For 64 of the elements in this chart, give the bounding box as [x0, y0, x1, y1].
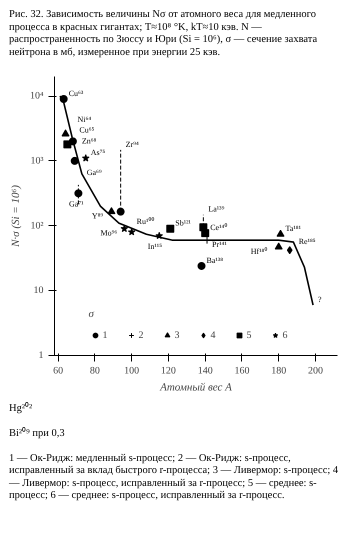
y-tick-label: 1: [38, 350, 44, 362]
annotation: Ga⁷¹: [68, 200, 84, 209]
annotation: In¹¹⁵: [148, 242, 162, 252]
x-tick-label: 120: [160, 366, 176, 377]
legend-title: σ: [88, 308, 96, 320]
y-tick-label: 10⁴: [30, 90, 44, 102]
legend-label: 3: [174, 330, 180, 341]
point: [201, 230, 210, 238]
annotation: La¹³⁹: [208, 205, 225, 214]
point: [74, 190, 82, 198]
annotation: Zr⁹⁴: [126, 140, 139, 150]
annotation: Pr¹⁴¹: [212, 240, 228, 250]
x-axis-title: Атомный вес A: [159, 382, 232, 394]
annotation: Ta¹⁸¹: [286, 224, 302, 234]
annotation: Hf¹⁸⁰: [250, 247, 268, 256]
point: [107, 207, 116, 215]
x-tick-label: 80: [90, 366, 100, 377]
annotation: Y⁸⁹: [92, 212, 104, 221]
point: [63, 140, 72, 149]
annotation: Cu⁶⁵: [79, 126, 94, 135]
annotation: Sb¹²¹: [175, 219, 192, 228]
point: [155, 232, 164, 240]
legend-label: 1: [102, 330, 108, 341]
text: Hg²⁰²: [9, 403, 32, 416]
annotation: Mo⁹⁶: [100, 229, 118, 238]
legend-label: 6: [282, 330, 288, 341]
x-tick-label: 160: [234, 366, 250, 377]
x-tick-label: 180: [271, 366, 286, 377]
point: [276, 230, 285, 238]
annotation: Cu⁶³: [68, 89, 84, 98]
annotation: ?: [318, 295, 322, 304]
legend-label: 4: [210, 330, 216, 341]
point: [120, 225, 128, 232]
chart-title: Рис. 32. Зависимость величины Nσ от атомного веса для медленного процесса в красных гигантах; T≈10⁸ °K, kT≈10 кэв. N — распространенность по Зюссу и Юри (Si = 10⁶), σ — сечение захвата нейтрона в мб, измеренное при энергии 25 кэв.: [9, 9, 318, 60]
annotation: Zn⁶⁸: [82, 136, 97, 146]
y-tick-label: 10²: [30, 220, 44, 232]
y-tick-label: 10: [34, 286, 44, 297]
annotation: Ba¹³⁸: [206, 256, 224, 266]
point: [286, 246, 293, 255]
x-tick-label: 60: [53, 366, 64, 377]
y-tick-label: 10³: [30, 156, 44, 167]
annotation: Ni⁶⁴: [78, 115, 92, 124]
annotation: Re¹⁸⁵: [298, 237, 316, 246]
annotation: Ga⁶⁹: [86, 168, 102, 178]
x-tick-label: 140: [198, 366, 213, 377]
point: [82, 154, 90, 162]
point: [62, 130, 70, 137]
point: [128, 228, 136, 236]
point: [166, 225, 174, 234]
point: [70, 157, 79, 166]
legend-label: 5: [246, 330, 252, 341]
y-axis-title: N·σ (Si = 10⁶): [10, 185, 22, 248]
point: [274, 242, 283, 250]
point: [60, 95, 68, 104]
text: Bi²⁰⁹ при 0,3: [9, 428, 65, 441]
x-tick-label: 200: [308, 366, 323, 377]
x-tick-label: 100: [124, 366, 140, 377]
annotation: Ru¹⁰⁰: [136, 217, 154, 226]
point: [198, 262, 206, 270]
legend-label: 2: [138, 330, 144, 341]
annotation: As⁷⁵: [90, 148, 106, 158]
text: 1 — Ок-Ридж: медленный s-процесс; 2 — Ок-Ридж: s-процесс, исправленный за вклад быстрого r-процесса; 3 — Ливермор: s-процесс; 4 — Ливермор: s-процесс, исправленный за r-процесс; 5 — среднее: s-процесс; 6 — среднее: s-процесс, исправленный за r-процесс.: [9, 452, 339, 503]
point: [116, 208, 125, 216]
annotation: Ce¹⁴⁰: [210, 224, 228, 233]
